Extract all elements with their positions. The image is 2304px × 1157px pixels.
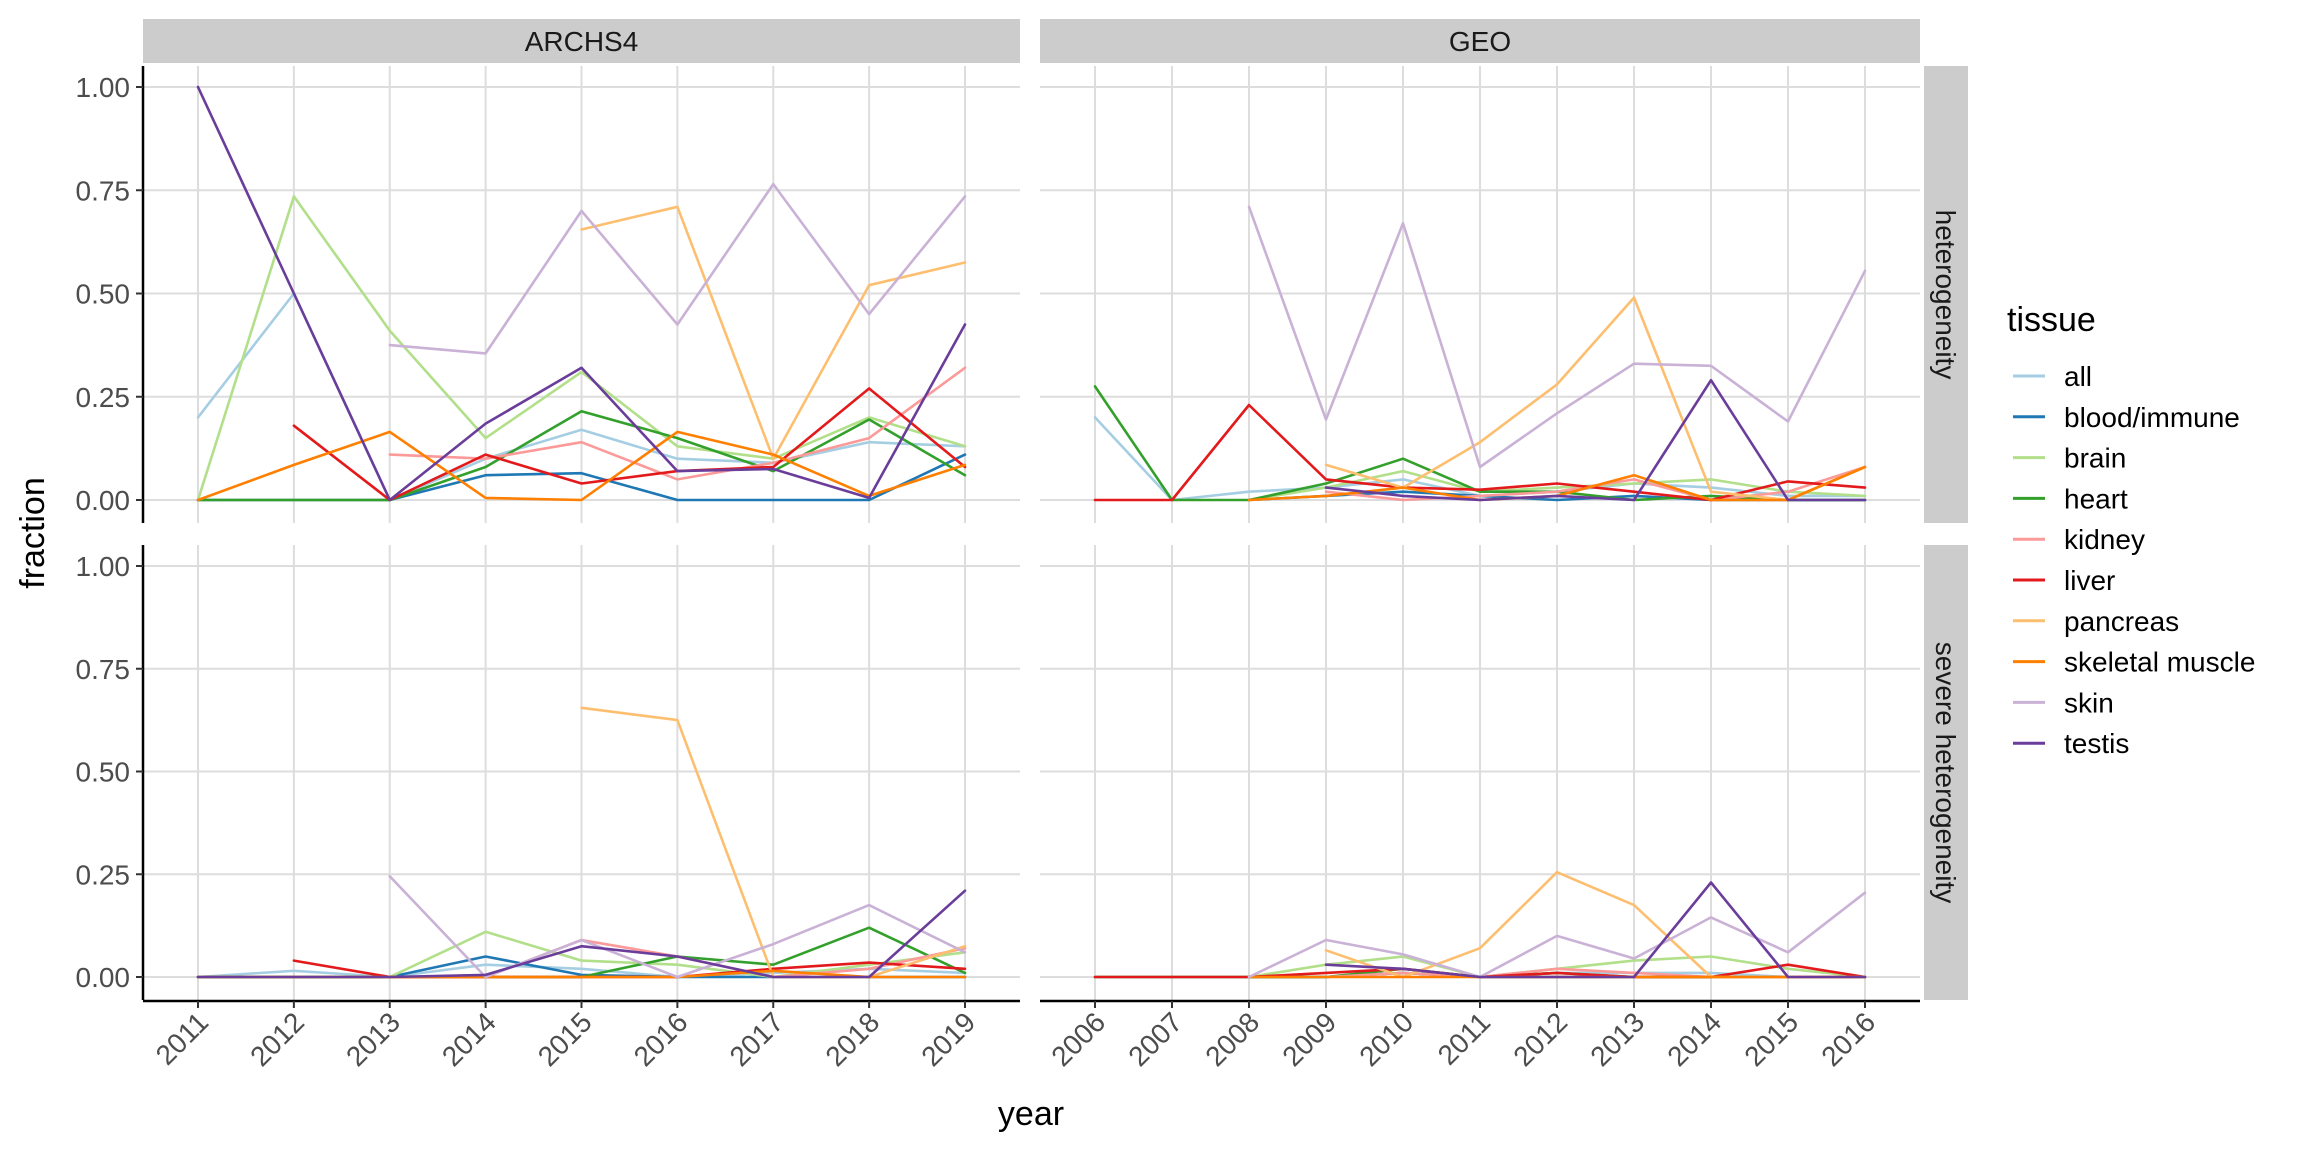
series-line-brain [196, 195, 967, 502]
y-tick-label: 0.75 [76, 175, 131, 206]
x-tick-label: 2013 [340, 1006, 406, 1072]
legend-label: pancreas [2064, 606, 2179, 637]
legend-title: tissue [2007, 301, 2096, 339]
series-line-skin [388, 182, 967, 355]
series-line-skin [1247, 205, 1867, 469]
x-tick-label: 2014 [1661, 1006, 1727, 1072]
strip-geo [1040, 19, 1920, 63]
legend-label: blood/immune [2064, 402, 2240, 433]
x-axis-title: year [998, 1095, 1064, 1133]
strip-severe-heterogeneity [1924, 545, 1968, 1000]
series-line-heart [196, 409, 967, 502]
y-tick-label: 0.50 [76, 279, 131, 310]
x-tick-label: 2013 [1584, 1006, 1650, 1072]
legend-label: skeletal muscle [2064, 647, 2255, 678]
series-line-all [196, 963, 967, 979]
x-tick-label: 2019 [915, 1006, 981, 1072]
series-line-pancreas [1324, 296, 1867, 502]
y-tick-label: 0.25 [76, 859, 131, 890]
series-line-testis [1324, 378, 1867, 502]
y-tick-label: 1.00 [76, 72, 131, 103]
strip-label-archs4: ARCHS4 [525, 26, 639, 57]
series-line-skin [388, 874, 967, 979]
x-tick-label: 2017 [724, 1006, 790, 1072]
series-line-testis [1324, 881, 1867, 979]
x-tick-label: 2009 [1276, 1006, 1342, 1072]
x-tick-label: 2012 [1507, 1006, 1573, 1072]
series-line-skeletal-muscle [196, 430, 967, 502]
x-tick-label: 2010 [1353, 1006, 1419, 1072]
strip-label-heterogeneity: heterogeneity [1930, 210, 1961, 380]
legend-label: all [2064, 361, 2092, 392]
x-tick-label: 2015 [1738, 1006, 1804, 1072]
legend-label: liver [2064, 565, 2115, 596]
y-axis-title: fraction [14, 477, 52, 589]
strip-archs4 [143, 19, 1020, 63]
x-tick-label: 2014 [436, 1006, 502, 1072]
x-tick-label: 2016 [1815, 1006, 1881, 1072]
x-tick-label: 2008 [1199, 1006, 1265, 1072]
y-tick-label: 0.00 [76, 962, 131, 993]
x-tick-label: 2007 [1122, 1006, 1188, 1072]
legend-label: kidney [2064, 524, 2145, 555]
x-tick-label: 2015 [532, 1006, 598, 1072]
strip-label-severe-heterogeneity: severe heterogeneity [1930, 642, 1961, 904]
strip-heterogeneity [1924, 66, 1968, 523]
series-line-pancreas [580, 205, 967, 461]
series-line-skin [1247, 891, 1867, 979]
x-tick-label: 2011 [1432, 1006, 1497, 1071]
x-tick-label: 2012 [244, 1006, 310, 1072]
series-line-kidney [388, 366, 967, 481]
x-tick-label: 2016 [628, 1006, 694, 1072]
legend-label: heart [2064, 483, 2128, 514]
x-tick-label: 2018 [819, 1006, 885, 1072]
series-line-testis [196, 889, 967, 979]
x-tick-label: 2006 [1045, 1006, 1111, 1072]
legend-label: brain [2064, 443, 2126, 474]
strip-label-geo: GEO [1449, 26, 1511, 57]
y-tick-label: 0.75 [76, 654, 131, 685]
legend-label: skin [2064, 687, 2114, 718]
legend-label: testis [2064, 728, 2129, 759]
y-tick-label: 0.25 [76, 382, 131, 413]
y-tick-label: 1.00 [76, 551, 131, 582]
x-tick-label: 2011 [150, 1006, 215, 1071]
series-line-testis [196, 85, 967, 502]
y-tick-label: 0.50 [76, 757, 131, 788]
y-tick-label: 0.00 [76, 485, 131, 516]
series-line-liver [292, 387, 967, 502]
